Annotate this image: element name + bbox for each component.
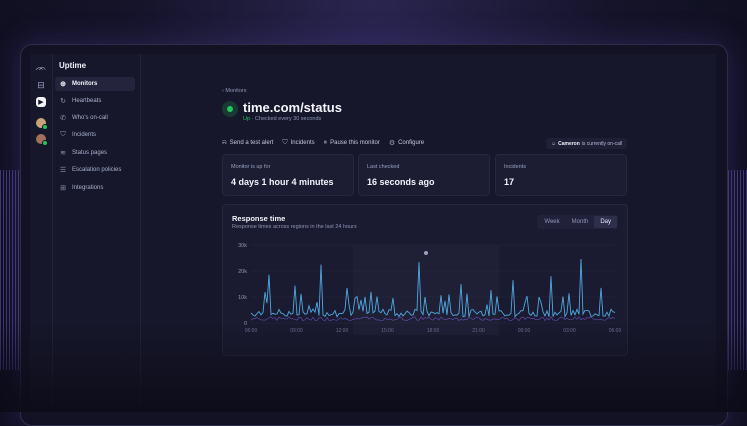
collapse-icon[interactable]: ⊟ [37, 79, 45, 90]
sidebar-item-status-pages[interactable]: ≋ Status pages [55, 146, 135, 160]
on-call-badge[interactable]: ☺ Cameron is currently on-call [546, 138, 628, 149]
pause-monitor-button[interactable]: ⏸ Pause this monitor [324, 139, 380, 147]
x-tick-label: 00:00 [518, 328, 531, 334]
y-tick-label: 0 [244, 321, 247, 327]
chart-highlight-region [353, 245, 499, 335]
user-icon: ☺ [551, 140, 557, 147]
on-call-name: Cameron [558, 140, 580, 147]
action-label: Pause this monitor [330, 140, 380, 146]
signal-icon: ≋ [60, 150, 66, 157]
response-time-line-secondary [250, 316, 616, 322]
uptime-card: Monitor is up for 4 days 1 hour 4 minute… [222, 154, 354, 196]
incidents-card: Incidents 17 [495, 154, 627, 196]
hover-marker [424, 251, 428, 255]
app-title: Uptime [59, 61, 87, 70]
range-week-button[interactable]: Week [544, 219, 560, 225]
avatar[interactable] [36, 118, 48, 130]
sidebar-item-label: Incidents [72, 132, 97, 138]
status-dot [227, 106, 233, 112]
y-tick-label: 20k [238, 269, 247, 275]
globe-icon: ⊕ [60, 81, 66, 88]
play-icon[interactable]: ▶ [36, 97, 46, 107]
response-time-line [250, 258, 616, 319]
range-day-button[interactable]: Day [594, 216, 617, 228]
x-tick-label: 06:00 [245, 328, 258, 334]
response-time-plot: 30k 20k 10k 0 06:00 09:00 12:00 15:00 18:00 21:0… [238, 243, 622, 335]
y-tick-label: 10k [238, 295, 247, 301]
sidebar-item-label: Escalation policies [72, 167, 122, 173]
app-window: ᨏ ⊟ ▶ Uptime ⊕ Monitors ↻ Heartbeats ✆ W… [30, 54, 716, 412]
action-label: Configure [398, 140, 425, 146]
logo-icon: ᨏ [35, 61, 47, 72]
sidebar-item-incidents[interactable]: ⛉ Incidents [55, 128, 135, 142]
breadcrumb-label: Monitors [225, 88, 247, 94]
main-content: ‹ Monitors time.com/status Up · Checked … [140, 54, 716, 412]
chart-title: Response time [232, 214, 286, 223]
y-tick-label: 30k [238, 243, 247, 249]
x-tick-label: 03:00 [563, 328, 576, 334]
action-label: Send a test alert [229, 140, 274, 146]
gear-icon: ⚙ [388, 140, 396, 147]
shield-icon: ⛉ [282, 139, 288, 146]
range-month-button[interactable]: Month [571, 219, 589, 225]
chart-subtitle: Response times across regions in the las… [232, 224, 357, 230]
incidents-button[interactable]: ⛉ Incidents [282, 139, 314, 147]
phone-icon: ✆ [60, 115, 66, 122]
y-axis: 30k 20k 10k 0 [238, 243, 247, 327]
page-title: time.com/status [243, 100, 342, 115]
avatar[interactable] [36, 134, 48, 146]
sliders-icon: ☰ [59, 167, 67, 174]
card-value: 16 seconds ago [367, 177, 435, 187]
check-interval-text: · Checked every 30 seconds [251, 116, 322, 122]
card-label: Monitor is up for [231, 164, 271, 170]
x-axis: 06:00 09:00 12:00 15:00 18:00 21:00 00:00 03:00… [245, 328, 622, 334]
card-value: 4 days 1 hour 4 minutes [231, 177, 334, 187]
bell-icon: ⍾ [222, 139, 227, 146]
sidebar-item-label: Heartbeats [72, 98, 102, 104]
sidebar-item-label: Integrations [72, 185, 104, 191]
breadcrumb[interactable]: ‹ Monitors [222, 88, 247, 94]
icon-rail: ᨏ ⊟ ▶ [30, 54, 53, 412]
sidebar-item-label: Monitors [72, 81, 98, 87]
status-indicator [222, 101, 238, 117]
action-label: Incidents [290, 140, 315, 146]
sidebar-item-escalation-policies[interactable]: ☰ Escalation policies [55, 163, 135, 177]
send-test-alert-button[interactable]: ⍾ Send a test alert [222, 139, 273, 147]
status-subtitle: Up · Checked every 30 seconds [243, 116, 321, 122]
card-value: 17 [504, 177, 515, 187]
pause-icon: ⏸ [323, 139, 328, 146]
card-label: Last checked [367, 164, 400, 170]
sidebar-item-monitors[interactable]: ⊕ Monitors [55, 77, 135, 91]
x-tick-label: 18:00 [427, 328, 440, 334]
on-call-text: is currently on-call [581, 140, 623, 147]
sidebar: Uptime ⊕ Monitors ↻ Heartbeats ✆ Who's o… [52, 54, 141, 412]
sidebar-item-label: Who's on-call [72, 115, 108, 121]
refresh-icon: ↻ [60, 98, 66, 105]
response-time-chart: Response time Response times across regi… [222, 204, 628, 356]
x-tick-label: 06:00 [609, 328, 622, 334]
range-selector: Week Month Day [537, 215, 618, 229]
grid-icon: ⊞ [60, 185, 66, 192]
x-tick-label: 21:00 [472, 328, 485, 334]
sidebar-item-label: Status pages [72, 150, 108, 156]
status-text: Up [243, 116, 251, 122]
card-label: Incidents [504, 164, 527, 170]
configure-button[interactable]: ⚙ Configure [389, 139, 424, 147]
sidebar-item-on-call[interactable]: ✆ Who's on-call [55, 111, 135, 125]
sidebar-item-integrations[interactable]: ⊞ Integrations [55, 181, 135, 195]
x-tick-label: 12:00 [336, 328, 349, 334]
action-bar: ⍾ Send a test alert ⛉ Incidents ⏸ Pause … [222, 139, 424, 147]
sidebar-item-heartbeats[interactable]: ↻ Heartbeats [55, 94, 135, 108]
shield-icon: ⛉ [60, 131, 66, 138]
last-checked-card: Last checked 16 seconds ago [358, 154, 490, 196]
x-tick-label: 15:00 [381, 328, 394, 334]
x-tick-label: 09:00 [290, 328, 303, 334]
